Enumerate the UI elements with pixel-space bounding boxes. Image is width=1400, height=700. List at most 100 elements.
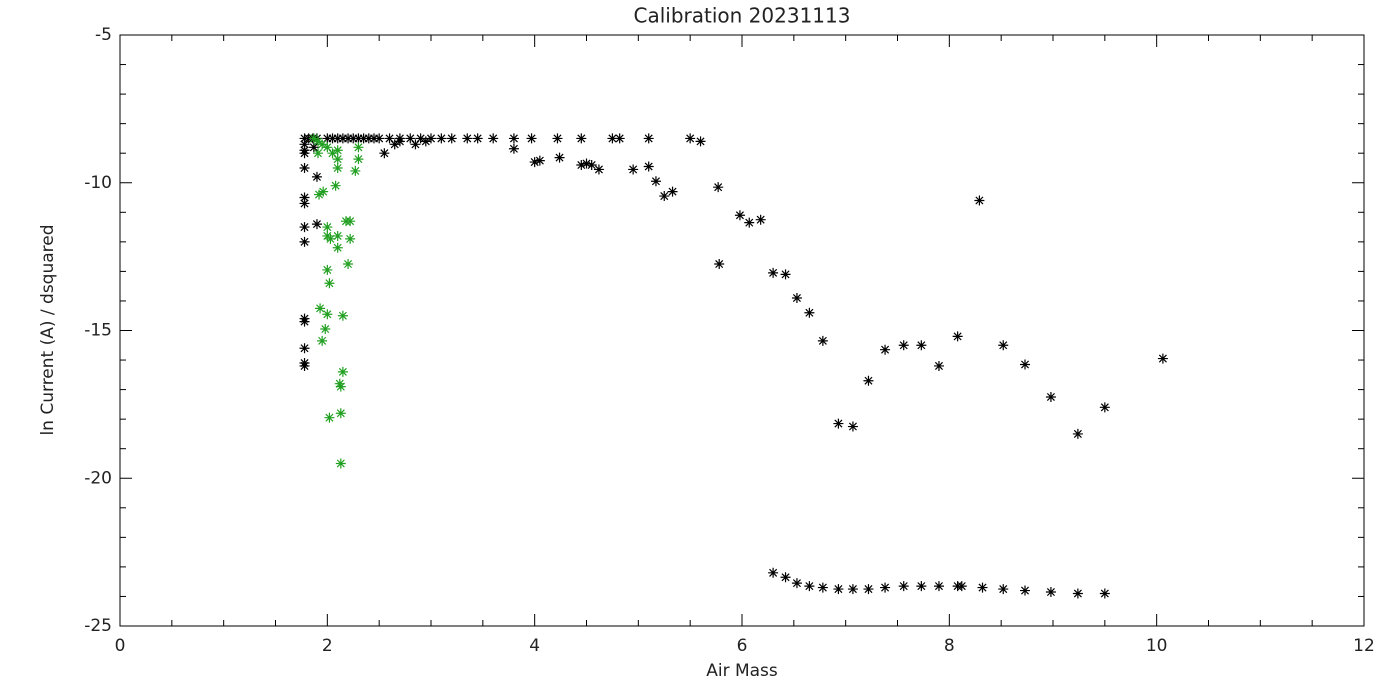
data-point: [394, 136, 405, 147]
data-point: [299, 139, 310, 150]
data-point: [334, 378, 345, 389]
y-tick-label: -5: [95, 25, 112, 45]
data-point: [389, 139, 400, 150]
data-point: [384, 133, 395, 144]
data-point: [358, 133, 369, 144]
data-point: [998, 584, 1009, 595]
data-point: [299, 198, 310, 209]
data-point: [898, 340, 909, 351]
data-point: [508, 133, 519, 144]
x-tick-label: 12: [1353, 636, 1375, 656]
data-point: [343, 259, 354, 270]
data-point: [695, 136, 706, 147]
data-point: [780, 269, 791, 280]
data-point: [343, 133, 354, 144]
data-point: [863, 375, 874, 386]
data-point: [299, 222, 310, 233]
data-point: [1045, 391, 1056, 402]
data-point: [322, 309, 333, 320]
data-point: [299, 148, 310, 159]
data-point: [488, 133, 499, 144]
data-point: [581, 158, 592, 169]
data-point: [804, 307, 815, 318]
data-point: [791, 292, 802, 303]
data-point: [768, 267, 779, 278]
data-point: [322, 133, 333, 144]
y-tick-label: -20: [84, 468, 112, 488]
data-point: [916, 340, 927, 351]
data-point: [337, 366, 348, 377]
data-point: [898, 581, 909, 592]
y-tick-label: -10: [84, 173, 112, 193]
data-point: [1072, 428, 1083, 439]
data-point: [313, 148, 324, 159]
data-point: [332, 242, 343, 253]
x-tick-label: 0: [115, 636, 126, 656]
data-point: [685, 133, 696, 144]
data-point: [318, 186, 329, 197]
data-point: [335, 381, 346, 392]
chart-title: Calibration 20231113: [634, 4, 851, 28]
data-point: [643, 133, 654, 144]
x-tick-label: 8: [944, 636, 955, 656]
data-point: [332, 154, 343, 165]
data-point: [426, 133, 436, 144]
data-point: [325, 233, 336, 244]
data-point: [1157, 353, 1168, 364]
data-point: [320, 324, 331, 335]
x-tick-label: 6: [737, 636, 748, 656]
data-point: [791, 578, 802, 589]
data-point: [322, 142, 333, 153]
data-point: [755, 214, 766, 225]
data-point: [332, 145, 343, 156]
data-point: [1045, 587, 1056, 598]
data-point: [1072, 588, 1083, 599]
data-point: [472, 133, 483, 144]
data-point: [353, 154, 364, 165]
data-point: [315, 303, 326, 314]
data-point: [335, 408, 346, 419]
data-point: [734, 210, 745, 221]
data-point: [311, 171, 322, 182]
x-tick-label: 2: [322, 636, 333, 656]
data-point: [327, 133, 338, 144]
data-point: [880, 582, 891, 593]
data-point: [420, 136, 431, 147]
y-axis-label: ln Current (A) / dsquared: [38, 224, 58, 435]
y-tick-label: -25: [84, 616, 112, 636]
data-point: [348, 133, 359, 144]
data-point: [526, 133, 537, 144]
data-point: [332, 162, 343, 173]
data-point: [379, 148, 390, 159]
data-point: [1099, 588, 1110, 599]
data-point: [817, 582, 828, 593]
data-point: [317, 139, 328, 150]
data-point: [368, 133, 379, 144]
data-point: [308, 133, 319, 144]
data-point: [833, 418, 844, 429]
data-point: [353, 133, 364, 144]
data-point: [554, 152, 565, 163]
data-point: [768, 567, 779, 578]
data-point: [833, 584, 844, 595]
x-tick-label: 10: [1146, 636, 1168, 656]
data-point: [614, 133, 625, 144]
data-point: [324, 412, 335, 423]
data-point: [415, 133, 426, 144]
data-point: [847, 421, 858, 432]
data-point: [977, 582, 988, 593]
data-point: [817, 335, 828, 346]
data-point: [744, 217, 755, 228]
data-point: [353, 142, 364, 153]
data-point: [314, 189, 325, 200]
data-point: [956, 581, 967, 592]
data-point: [337, 310, 348, 321]
data-point: [345, 233, 356, 244]
data-point: [405, 133, 416, 144]
data-point: [529, 157, 540, 168]
data-point: [593, 164, 604, 175]
data-point: [446, 133, 457, 144]
data-point: [880, 344, 891, 355]
